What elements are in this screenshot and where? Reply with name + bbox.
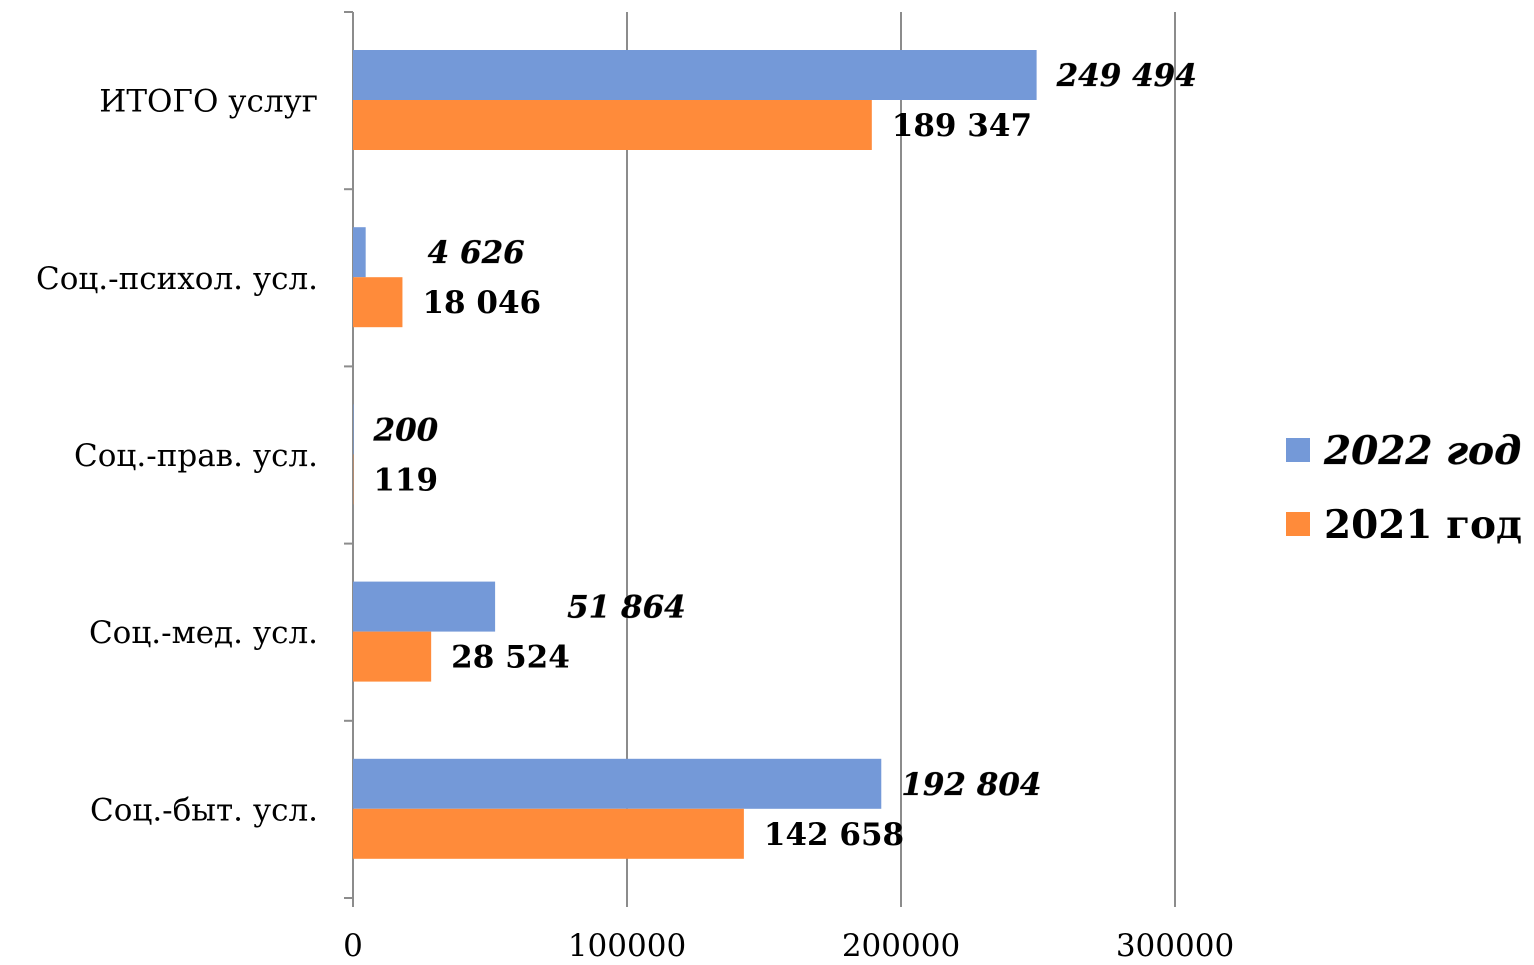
data-label: 4 626 — [428, 235, 525, 271]
bar — [353, 758, 882, 809]
data-label: 249 494 — [1056, 58, 1197, 94]
data-label: 28 524 — [451, 640, 570, 676]
data-labels: 249 494 4 626 200 51 864 192 804 189 347 18 04… — [372, 58, 1197, 853]
bar — [353, 631, 432, 682]
x-tick-label: 200000 — [842, 928, 960, 964]
category-label: Соц.-психол. усл. — [36, 261, 318, 297]
data-label: 119 — [373, 462, 438, 498]
bar — [353, 404, 354, 455]
legend-swatch — [1286, 438, 1310, 462]
data-label: 192 804 — [901, 767, 1041, 803]
data-label: 200 — [373, 412, 439, 448]
bar — [353, 808, 744, 859]
category-labels: ИТОГО услуг Соц.-психол. усл. Соц.-прав. у… — [36, 84, 318, 829]
bar — [353, 100, 872, 150]
bar — [353, 50, 1037, 100]
category-label: Соц.-прав. усл. — [74, 438, 318, 474]
data-label: 18 046 — [422, 285, 541, 321]
legend-swatch — [1286, 512, 1310, 536]
data-label: 189 347 — [892, 108, 1032, 144]
bar — [353, 227, 366, 278]
legend: 2022 год 2021 год — [1286, 428, 1522, 548]
legend-label: 2021 год — [1324, 502, 1522, 548]
category-label: Соц.-быт. усл. — [90, 792, 318, 828]
data-label: 51 864 — [567, 590, 686, 626]
gridlines — [626, 12, 1176, 898]
legend-label: 2022 год — [1323, 428, 1521, 474]
bar — [353, 277, 403, 328]
tick-labels: 0 100000 200000 300000 — [343, 928, 1234, 964]
x-tick-label: 0 — [343, 928, 363, 964]
x-tick-label: 100000 — [568, 928, 686, 964]
category-label: Соц.-мед. усл. — [89, 615, 318, 651]
data-label: 142 658 — [764, 817, 904, 853]
category-label: ИТОГО услуг — [99, 84, 318, 120]
bar — [353, 581, 496, 632]
bars — [353, 50, 1037, 859]
x-tick-label: 300000 — [1116, 928, 1234, 964]
